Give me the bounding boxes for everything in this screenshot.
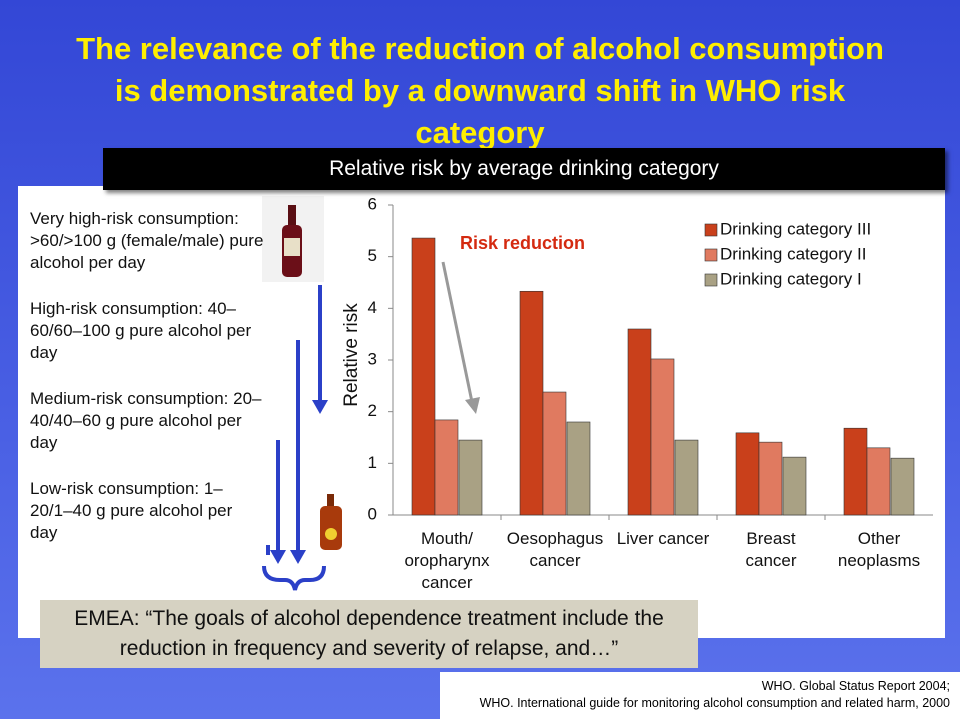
legend-swatch — [704, 273, 718, 287]
risk-level: High-risk consumption: 40–60/60–100 g pu… — [30, 299, 252, 362]
bar — [627, 328, 652, 516]
risk-level: Medium-risk consumption: 20–40/40–60 g p… — [30, 389, 262, 452]
bar — [890, 457, 915, 516]
y-tick-label: 6 — [368, 194, 377, 213]
x-tick-label: Breast cancer — [745, 529, 797, 570]
x-tick-label: Liver cancer — [616, 529, 710, 548]
y-tick-label: 1 — [368, 453, 377, 472]
bar — [758, 441, 783, 516]
x-tick-label: Other neoplasms — [837, 529, 921, 570]
bar — [566, 421, 591, 516]
references: WHO. Global Status Report 2004; WHO. Int… — [440, 672, 960, 719]
y-tick-label: 5 — [368, 246, 377, 265]
x-tick-label: Mouth/ oropharynx cancer — [404, 529, 490, 592]
reference: WHO. Global Status Report 2004; — [761, 679, 950, 693]
annotation-arrowhead — [465, 397, 480, 414]
bar — [782, 456, 807, 516]
beer-bottle — [320, 494, 342, 550]
wine-bottle — [262, 196, 324, 282]
risk-level: Very high-risk consumption: >60/>100 g (… — [30, 209, 264, 272]
panel — [18, 186, 945, 638]
legend-swatch — [704, 223, 718, 237]
bar — [542, 391, 567, 516]
legend-swatch — [704, 248, 718, 262]
y-tick-label: 0 — [368, 504, 377, 523]
slide-title: The relevance of the reduction of alcoho… — [76, 31, 884, 150]
bar — [411, 237, 436, 516]
bar — [674, 439, 699, 516]
bar — [843, 427, 868, 516]
y-axis-label: Relative risk — [341, 303, 362, 407]
risk-level: Low-risk consumption: 1–20/1–40 g pure a… — [30, 479, 233, 542]
arrow-heads — [270, 400, 328, 564]
annotation: Risk reduction — [460, 233, 585, 253]
annotation-arrow — [441, 261, 474, 403]
reference: WHO. International guide for monitoring … — [479, 696, 950, 710]
bar — [650, 358, 675, 516]
bar — [866, 447, 891, 516]
legend-label: Drinking category I — [720, 269, 862, 288]
y-tick-label: 4 — [368, 298, 377, 317]
bar — [735, 432, 760, 516]
legend-label: Drinking category III — [720, 219, 871, 238]
y-tick-label: 2 — [368, 401, 377, 420]
bar — [434, 419, 459, 516]
bar — [458, 439, 483, 516]
brace — [262, 565, 326, 591]
quote: EMEA: “The goals of alcohol dependence t… — [40, 600, 698, 668]
banner: Relative risk by average drinking catego… — [103, 148, 945, 190]
y-tick-label: 3 — [368, 349, 377, 368]
shift-arrows — [266, 285, 322, 555]
legend-label: Drinking category II — [720, 244, 866, 263]
x-tick-label: Oesophagus cancer — [506, 529, 604, 570]
bar — [519, 290, 544, 516]
